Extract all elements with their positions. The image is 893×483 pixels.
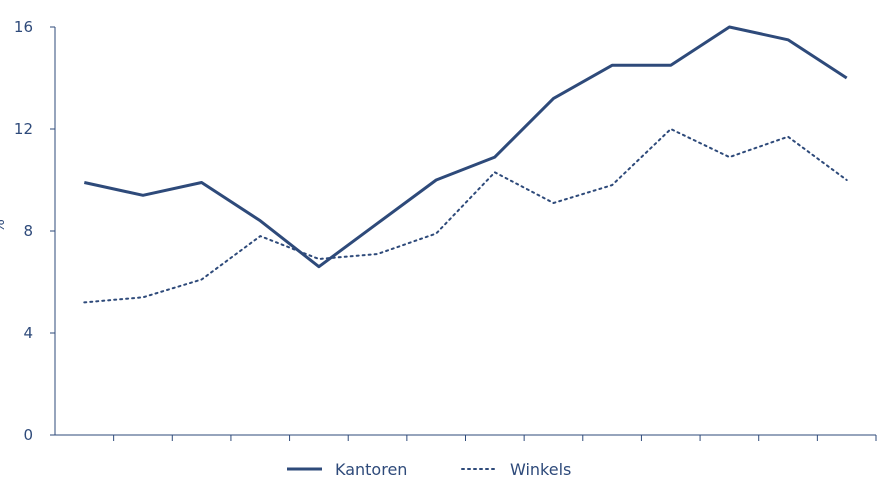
legend: Kantoren Winkels <box>287 460 571 479</box>
series-line-winkels <box>83 128 848 304</box>
y-axis-label: % <box>0 219 8 232</box>
y-tick-label: 0 <box>23 426 33 444</box>
legend-label-winkels: Winkels <box>510 460 571 479</box>
y-tick-label: 4 <box>23 324 33 342</box>
series-line-kantoren <box>83 25 848 269</box>
y-tick-label: 12 <box>14 120 33 138</box>
y-tick-label: 16 <box>14 18 33 36</box>
axes: 0 4 8 12 16% <box>0 18 877 444</box>
y-tick-label: 8 <box>23 222 33 240</box>
legend-label-kantoren: Kantoren <box>335 460 407 479</box>
series-layer <box>83 25 848 304</box>
